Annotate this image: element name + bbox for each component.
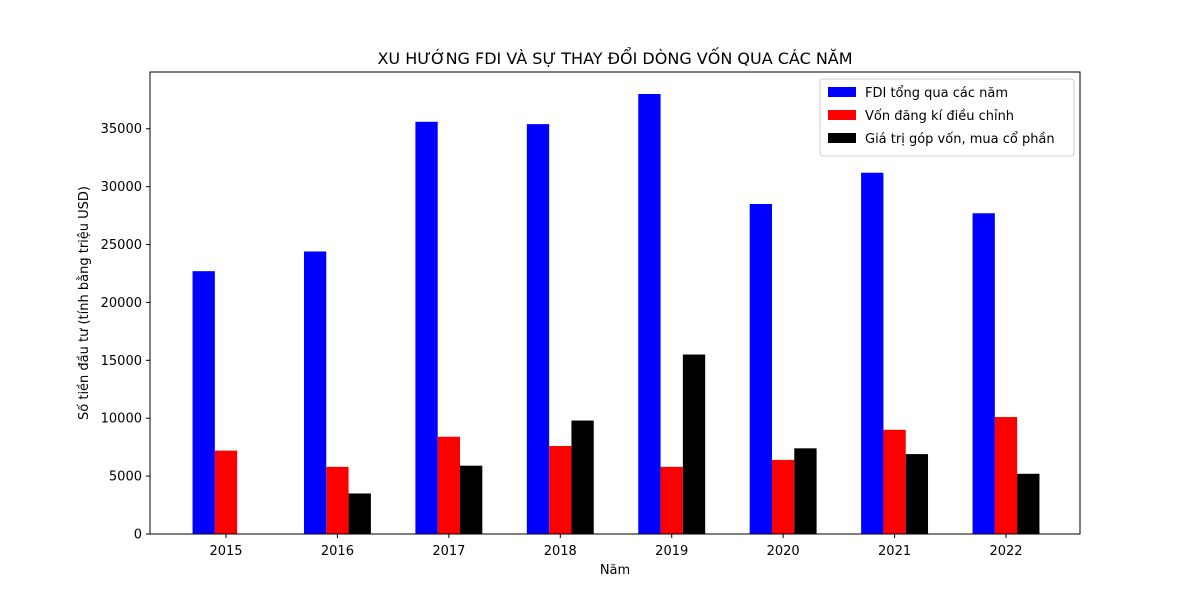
- plot-area-frame: [149, 71, 1081, 535]
- y-tick-label: 35000: [101, 122, 142, 137]
- chart-title: XU HƯỚNG FDI VÀ SỰ THAY ĐỔI DÒNG VỐN QUA…: [377, 47, 852, 68]
- y-axis: 0 5000 10000 15000 20000 25000 30000 35000: [101, 122, 150, 543]
- legend-swatch-2: [828, 110, 856, 120]
- bar-3-2021: [905, 454, 929, 534]
- bar-2-2015: [214, 450, 238, 534]
- x-tick-label: 2019: [655, 544, 688, 559]
- x-tick-label: 2022: [989, 544, 1022, 559]
- bar-1-2020: [749, 204, 772, 534]
- bar-1-2021: [861, 172, 884, 535]
- bar-1-2022: [972, 213, 995, 534]
- y-tick-label: 25000: [101, 238, 142, 253]
- y-tick-label: 15000: [101, 354, 142, 369]
- y-tick-label: 30000: [101, 180, 142, 195]
- bar-1-2016: [303, 251, 327, 534]
- legend-swatch-3: [828, 133, 856, 143]
- legend-swatch-1: [828, 87, 856, 97]
- bar-2-2021: [883, 429, 906, 534]
- y-tick-label: 10000: [101, 412, 142, 427]
- bar-2-2018: [549, 446, 572, 534]
- x-tick-label: 2018: [544, 544, 577, 559]
- x-tick-label: 2015: [209, 544, 242, 559]
- bar-2-2017: [437, 436, 461, 534]
- legend-label-2: Vốn đăng kí điều chỉnh: [865, 109, 1014, 124]
- y-tick-label: 5000: [109, 470, 142, 485]
- bar-3-2018: [571, 420, 594, 534]
- x-tick-label: 2016: [321, 544, 354, 559]
- x-axis-label: Năm: [600, 563, 630, 578]
- bar-3-2016: [348, 493, 371, 534]
- bar-2-2022: [994, 417, 1018, 534]
- x-axis: 2015 2016 2017 2018 2019 2020 2021 2022: [209, 534, 1023, 559]
- bar-1-2018: [526, 124, 550, 535]
- legend-frame: [819, 78, 1075, 157]
- y-tick-label: 20000: [101, 296, 142, 311]
- bar-1-2015: [192, 271, 215, 534]
- bar-3-2022: [1017, 473, 1040, 534]
- legend: FDI tổng qua các năm Vốn đăng kí điều chỉ…: [819, 78, 1075, 157]
- x-tick-label: 2017: [432, 544, 465, 559]
- y-tick-label: 0: [134, 528, 142, 543]
- bar-1-2019: [638, 94, 661, 534]
- y-axis-label: Số tiền đầu tư (tính bằng triệu USD): [77, 186, 92, 420]
- bar-3-2017: [460, 465, 483, 534]
- bar-2-2016: [326, 466, 349, 534]
- x-tick-label: 2021: [878, 544, 911, 559]
- legend-label-3: Giá trị góp vốn, mua cổ phần: [865, 132, 1055, 147]
- bar-2-2019: [660, 466, 683, 534]
- bar-3-2019: [682, 354, 706, 534]
- x-tick-label: 2020: [767, 544, 800, 559]
- bar-1-2017: [415, 121, 438, 534]
- bar-2-2020: [772, 459, 795, 534]
- bar-3-2020: [794, 448, 817, 534]
- bars-group: [192, 94, 1040, 535]
- legend-label-1: FDI tổng qua các năm: [865, 86, 1008, 101]
